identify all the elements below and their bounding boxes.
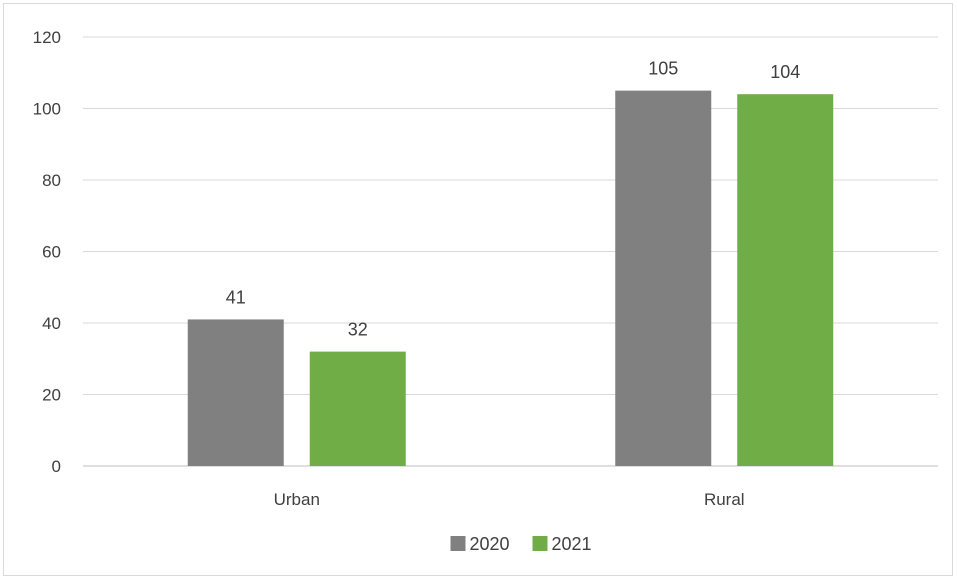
y-tick-label: 60 <box>42 243 61 262</box>
data-label-2020-rural: 105 <box>648 59 678 79</box>
y-tick-label: 80 <box>42 171 61 190</box>
y-axis-tick-labels: 0 20 40 60 80 100 120 <box>33 28 61 476</box>
legend-swatch <box>450 536 466 551</box>
legend-label: 2020 <box>470 534 510 554</box>
x-category-label: Rural <box>704 490 745 509</box>
data-label-2021-rural: 104 <box>770 62 800 82</box>
bar-2021-urban <box>309 351 406 466</box>
x-category-label: Urban <box>274 490 320 509</box>
legend-swatch <box>532 536 548 551</box>
legend-item-2020: 2020 <box>450 534 510 554</box>
bar-2020-rural <box>615 90 712 466</box>
data-label-2020-urban: 41 <box>226 287 246 307</box>
y-tick-label: 40 <box>42 314 61 333</box>
legend-label: 2021 <box>552 534 592 554</box>
legend-item-2021: 2021 <box>532 534 592 554</box>
y-tick-label: 0 <box>52 457 61 476</box>
x-axis-category-labels: Urban Rural <box>274 490 745 509</box>
y-tick-label: 100 <box>33 100 61 119</box>
y-tick-label: 120 <box>33 28 61 47</box>
y-tick-label: 20 <box>42 386 61 405</box>
legend: 2020 2021 <box>450 534 592 554</box>
data-labels: 41 32 105 104 <box>226 59 801 340</box>
data-label-2021-urban: 32 <box>348 320 368 340</box>
bar-2020-urban <box>187 319 284 466</box>
bar-2021-rural <box>737 94 834 466</box>
bars <box>187 90 834 466</box>
